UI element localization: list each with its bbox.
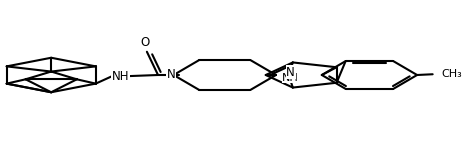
Text: O: O <box>140 36 149 48</box>
Text: NH: NH <box>282 73 299 83</box>
Text: CH₃: CH₃ <box>442 69 463 79</box>
Text: NH: NH <box>112 70 129 83</box>
Text: N: N <box>167 69 176 81</box>
Text: N: N <box>286 66 295 79</box>
